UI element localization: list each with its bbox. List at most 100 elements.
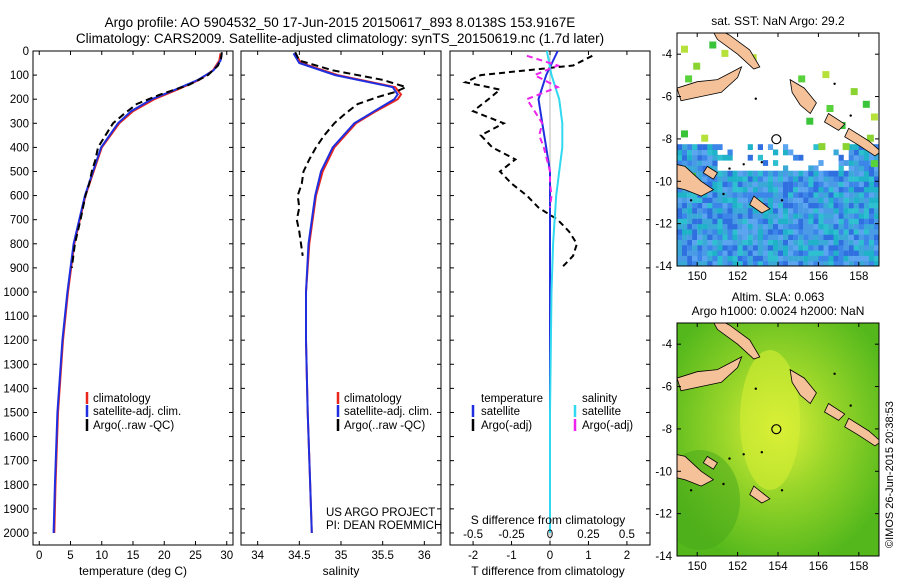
sst-pixel: [682, 228, 688, 235]
sst-pixel: [823, 170, 829, 177]
sst-pixel: [823, 260, 829, 266]
sst-pixel: [682, 255, 688, 262]
sst-pixel: [853, 234, 859, 240]
depth-tick-label: 100: [10, 70, 29, 82]
sst-pixel: [838, 250, 844, 256]
sst-pixel: [712, 223, 718, 230]
sst-pixel: [863, 160, 870, 166]
climatology-line: [294, 52, 403, 534]
sst-pixel: [707, 176, 713, 182]
sst-pixel: [677, 234, 683, 240]
sst-pixel: [747, 239, 753, 246]
sst-pixel: [858, 255, 864, 262]
sst-pixel: [783, 165, 789, 172]
sst-pixel: [798, 255, 804, 262]
sst-pixel: [813, 165, 819, 172]
sst-pixel: [687, 228, 693, 235]
sst-pixel: [858, 181, 864, 188]
sst-pixel: [767, 191, 774, 198]
sst-pixel: [742, 207, 748, 214]
sst-pixel: [798, 186, 804, 193]
sst-pixel: [752, 223, 758, 230]
sst-pixel: [687, 165, 693, 172]
sst-pixel: [717, 186, 723, 193]
sst-pixel: [762, 181, 769, 188]
sst-pixel: [717, 239, 723, 246]
sst-pixel: [778, 213, 784, 219]
sst-pixel: [677, 228, 683, 235]
sst-pixel: [843, 170, 849, 177]
sst-pixel: [798, 202, 804, 209]
land-polygon: [844, 417, 879, 447]
island-speck: [780, 489, 784, 492]
sst-pixel: [707, 239, 713, 246]
map-y-tick-label: -4: [662, 339, 673, 351]
sst-pixel: [752, 250, 758, 256]
sst-pixel: [863, 213, 870, 219]
sst-pixel: [853, 244, 859, 251]
sst-pixel: [818, 234, 824, 240]
sst-pixel: [863, 207, 870, 214]
sst-pixel: [757, 144, 763, 150]
satellite-line: [52, 53, 223, 534]
sst-pixel: [712, 260, 718, 266]
sst-pixel: [752, 176, 758, 182]
sst-pixel: [707, 160, 713, 166]
sst-pixel: [707, 149, 713, 156]
sst-pixel: [803, 228, 809, 235]
sst-pixel: [813, 255, 819, 262]
sst-pixel: [732, 244, 738, 251]
sst-pixel: [838, 213, 844, 219]
depth-tick-label: 1600: [3, 432, 29, 444]
sst-pixel: [727, 244, 733, 251]
sst-pixel: [798, 75, 806, 83]
sst-pixel: [762, 239, 769, 246]
sst-pixel: [762, 244, 769, 251]
sst-land: [677, 33, 879, 214]
sst-pixel: [838, 191, 844, 198]
sst-pixel: [853, 255, 859, 262]
sst-pixel: [874, 244, 879, 251]
sst-pixel: [737, 228, 743, 235]
sst-pixel: [712, 186, 718, 193]
island-speck: [760, 451, 763, 454]
sst-pixel: [828, 170, 834, 177]
sst-pixel: [727, 213, 733, 219]
sst-pixel: [778, 234, 784, 240]
sst-pixel: [798, 207, 804, 214]
sst-pixel: [722, 197, 728, 203]
sst-pixel: [677, 149, 683, 156]
sst-pixel: [838, 228, 844, 235]
sst-pixel: [732, 228, 738, 235]
island-speck: [689, 199, 693, 202]
legend-label-t-argo: Argo(-adj): [481, 420, 532, 432]
sst-pixel: [848, 176, 854, 182]
sst-pixel: [818, 197, 824, 203]
sst-pixel: [697, 250, 703, 256]
legend-heading-temperature: temperature: [481, 393, 543, 405]
sst-pixel: [818, 239, 824, 246]
sst-pixel: [848, 165, 854, 172]
sst-pixel: [712, 234, 718, 240]
sst-pixel: [687, 154, 693, 161]
sst-pixel: [727, 228, 733, 235]
x-tick-label: 35: [335, 550, 348, 562]
sst-pixel: [687, 260, 693, 266]
sst-pixel: [747, 144, 753, 150]
sst-pixel: [773, 149, 779, 156]
sst-pixel: [762, 218, 769, 225]
sst-pixel: [727, 223, 733, 230]
sst-pixel: [767, 223, 774, 230]
sst-pixel: [848, 197, 854, 203]
sst-pixel: [783, 255, 789, 262]
sst-pixel: [853, 260, 859, 266]
sst-pixel: [717, 260, 723, 266]
land-polygon: [702, 455, 718, 470]
sst-pixel: [692, 144, 698, 150]
land-polygon: [677, 66, 743, 102]
sst-pixel: [682, 144, 688, 150]
sst-pixel: [762, 250, 769, 256]
sst-pixel: [833, 255, 839, 262]
sst-pixel: [778, 250, 784, 256]
sst-pixel: [722, 154, 728, 161]
